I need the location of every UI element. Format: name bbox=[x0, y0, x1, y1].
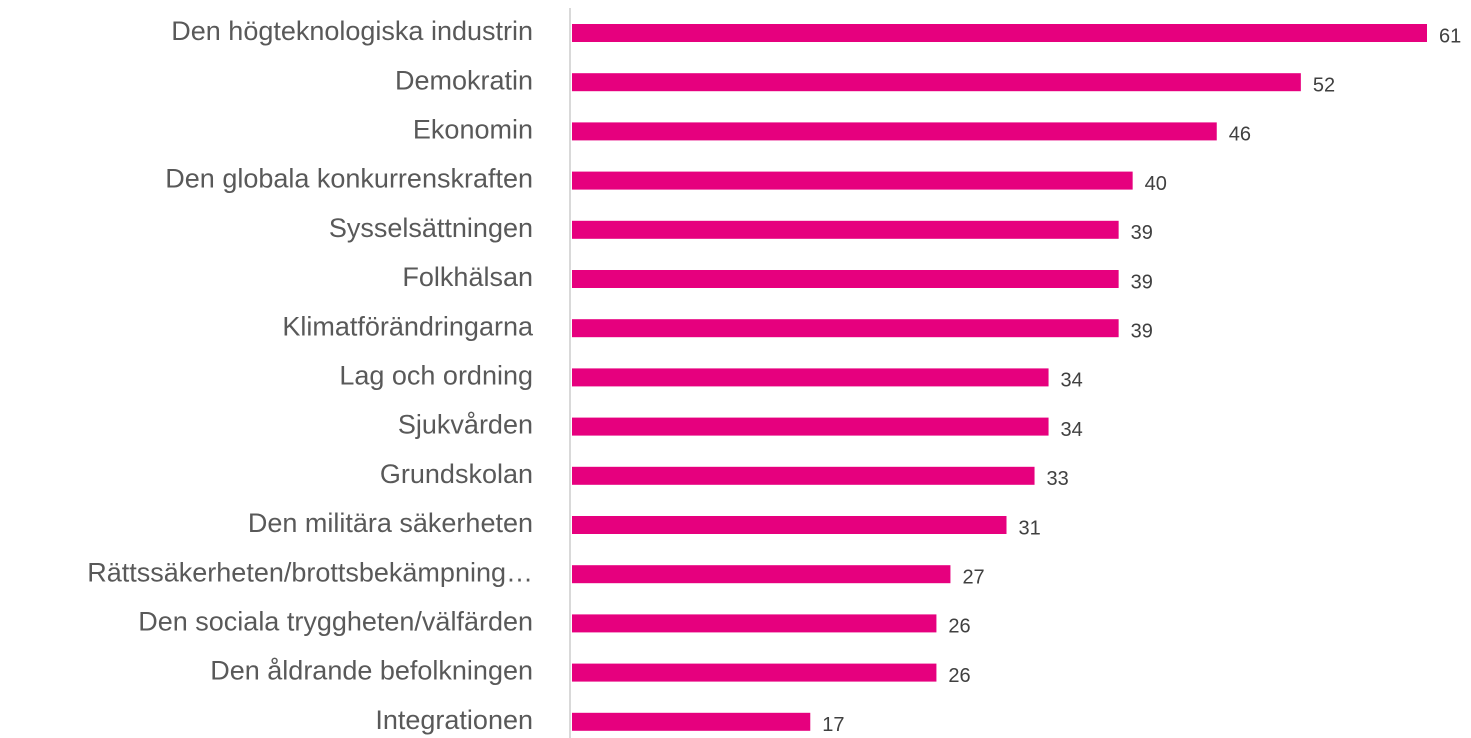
value-label: 26 bbox=[948, 616, 970, 638]
category-label: Ekonomin bbox=[413, 115, 533, 145]
bar bbox=[572, 663, 937, 682]
category-label: Integrationen bbox=[375, 705, 533, 735]
category-label: Den sociala tryggheten/välfärden bbox=[138, 607, 533, 637]
value-label: 61 bbox=[1439, 25, 1461, 47]
value-label: 26 bbox=[948, 665, 970, 687]
bar bbox=[572, 614, 937, 633]
category-label: Demokratin bbox=[395, 65, 533, 95]
bar bbox=[572, 319, 1119, 338]
category-label: Sysselsättningen bbox=[329, 213, 533, 243]
bar bbox=[572, 270, 1119, 288]
bar bbox=[572, 122, 1217, 141]
value-label: 46 bbox=[1229, 124, 1251, 146]
value-label: 39 bbox=[1131, 320, 1153, 342]
bar bbox=[572, 712, 811, 731]
category-label: Rättssäkerheten/brottsbekämpning… bbox=[87, 557, 533, 587]
value-label: 33 bbox=[1047, 468, 1069, 490]
category-label: Klimatförändringarna bbox=[282, 311, 534, 341]
bar bbox=[572, 24, 1427, 42]
bar bbox=[572, 417, 1049, 436]
bar bbox=[572, 516, 1007, 534]
category-label: Sjukvården bbox=[398, 410, 533, 440]
value-label: 39 bbox=[1131, 271, 1153, 293]
value-label: 27 bbox=[962, 566, 984, 588]
value-label: 39 bbox=[1131, 222, 1153, 244]
bar bbox=[572, 565, 951, 584]
value-label: 40 bbox=[1145, 173, 1167, 195]
category-label: Grundskolan bbox=[380, 459, 533, 489]
bar bbox=[572, 368, 1049, 387]
value-label: 31 bbox=[1019, 517, 1041, 539]
category-label: Den militära säkerheten bbox=[248, 508, 533, 538]
bar bbox=[572, 73, 1301, 92]
category-label: Den globala konkurrenskraften bbox=[165, 164, 533, 194]
category-label: Lag och ordning bbox=[339, 361, 533, 391]
bar bbox=[572, 466, 1035, 485]
category-label: Folkhälsan bbox=[402, 262, 533, 292]
value-label: 34 bbox=[1061, 370, 1083, 392]
value-label: 52 bbox=[1313, 74, 1335, 96]
category-label: Den högteknologiska industrin bbox=[171, 16, 533, 46]
bar bbox=[572, 171, 1133, 190]
bar bbox=[572, 220, 1119, 239]
value-label: 34 bbox=[1061, 419, 1083, 441]
category-label: Den åldrande befolkningen bbox=[210, 656, 533, 686]
value-label: 17 bbox=[822, 714, 844, 736]
